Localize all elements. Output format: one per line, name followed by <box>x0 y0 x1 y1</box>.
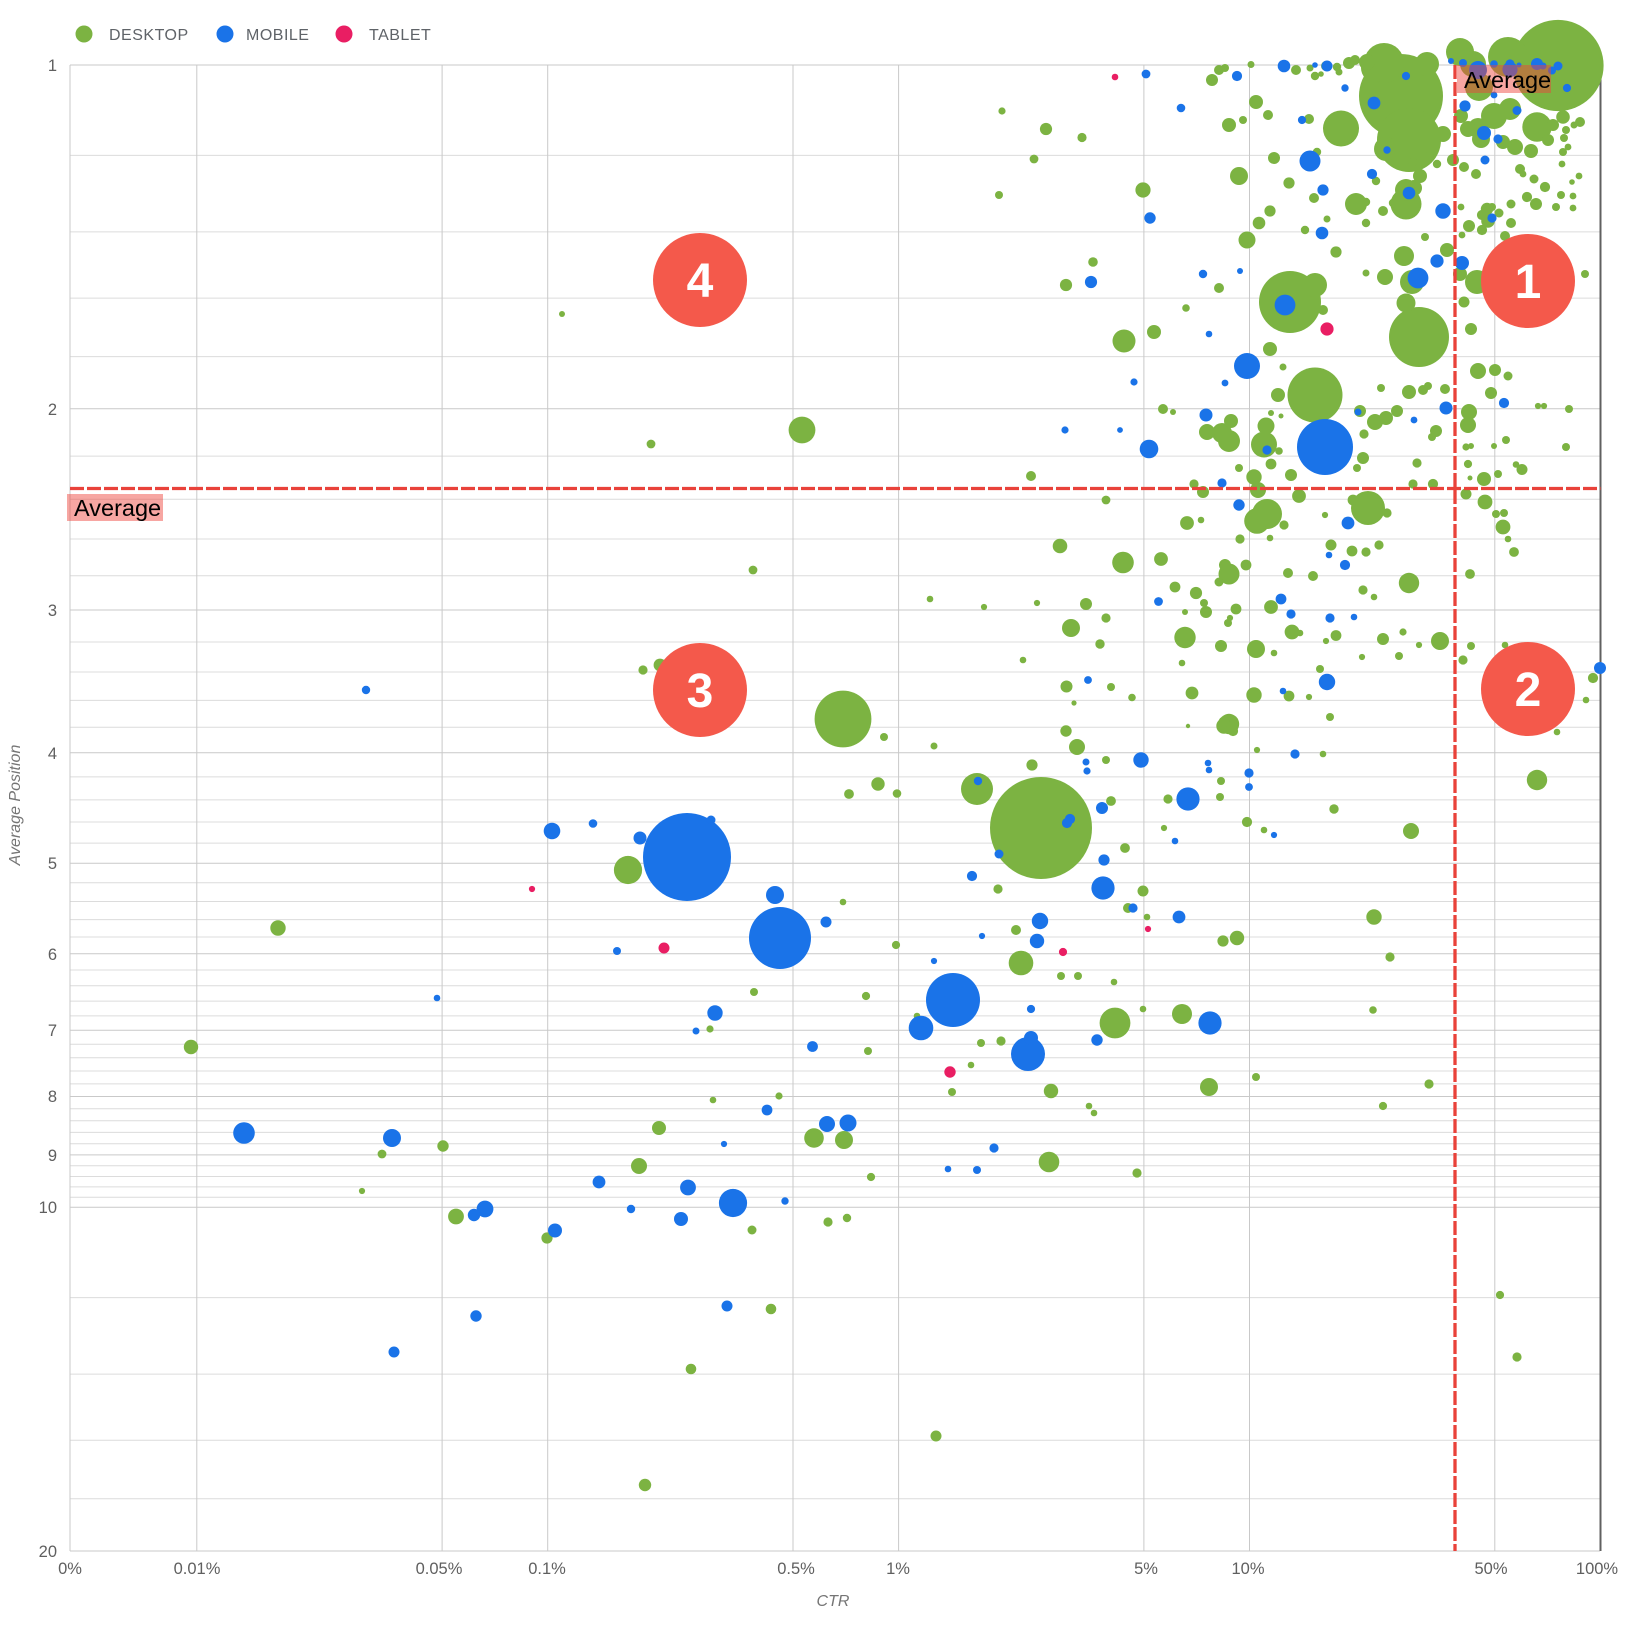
svg-text:MOBILE: MOBILE <box>246 27 309 44</box>
svg-text:4: 4 <box>48 745 57 763</box>
svg-text:6: 6 <box>48 946 57 964</box>
svg-text:5%: 5% <box>1134 1560 1158 1578</box>
svg-text:Average: Average <box>74 495 161 521</box>
svg-text:0%: 0% <box>58 1560 82 1578</box>
svg-text:7: 7 <box>48 1022 57 1040</box>
svg-text:8: 8 <box>48 1088 57 1106</box>
svg-text:DESKTOP: DESKTOP <box>109 27 189 44</box>
svg-text:4: 4 <box>687 255 714 308</box>
svg-text:0.1%: 0.1% <box>528 1560 566 1578</box>
svg-text:1: 1 <box>1515 256 1542 309</box>
svg-text:20: 20 <box>39 1543 57 1561</box>
svg-text:Average: Average <box>1464 67 1551 93</box>
svg-text:2: 2 <box>1515 664 1542 717</box>
svg-text:0.05%: 0.05% <box>416 1560 463 1578</box>
svg-text:50%: 50% <box>1474 1560 1507 1578</box>
svg-text:TABLET: TABLET <box>369 27 431 44</box>
svg-text:CTR: CTR <box>817 1593 850 1610</box>
svg-text:3: 3 <box>48 602 57 620</box>
svg-text:0.01%: 0.01% <box>174 1560 221 1578</box>
svg-text:100%: 100% <box>1576 1560 1619 1578</box>
svg-text:1%: 1% <box>886 1560 910 1578</box>
svg-text:10: 10 <box>39 1199 57 1217</box>
svg-text:3: 3 <box>687 665 714 718</box>
svg-text:10%: 10% <box>1231 1560 1264 1578</box>
svg-text:0.5%: 0.5% <box>777 1560 815 1578</box>
svg-text:5: 5 <box>48 855 57 873</box>
svg-text:Average Position: Average Position <box>7 745 24 867</box>
svg-text:1: 1 <box>48 57 57 75</box>
svg-text:9: 9 <box>48 1147 57 1165</box>
svg-text:2: 2 <box>48 401 57 419</box>
